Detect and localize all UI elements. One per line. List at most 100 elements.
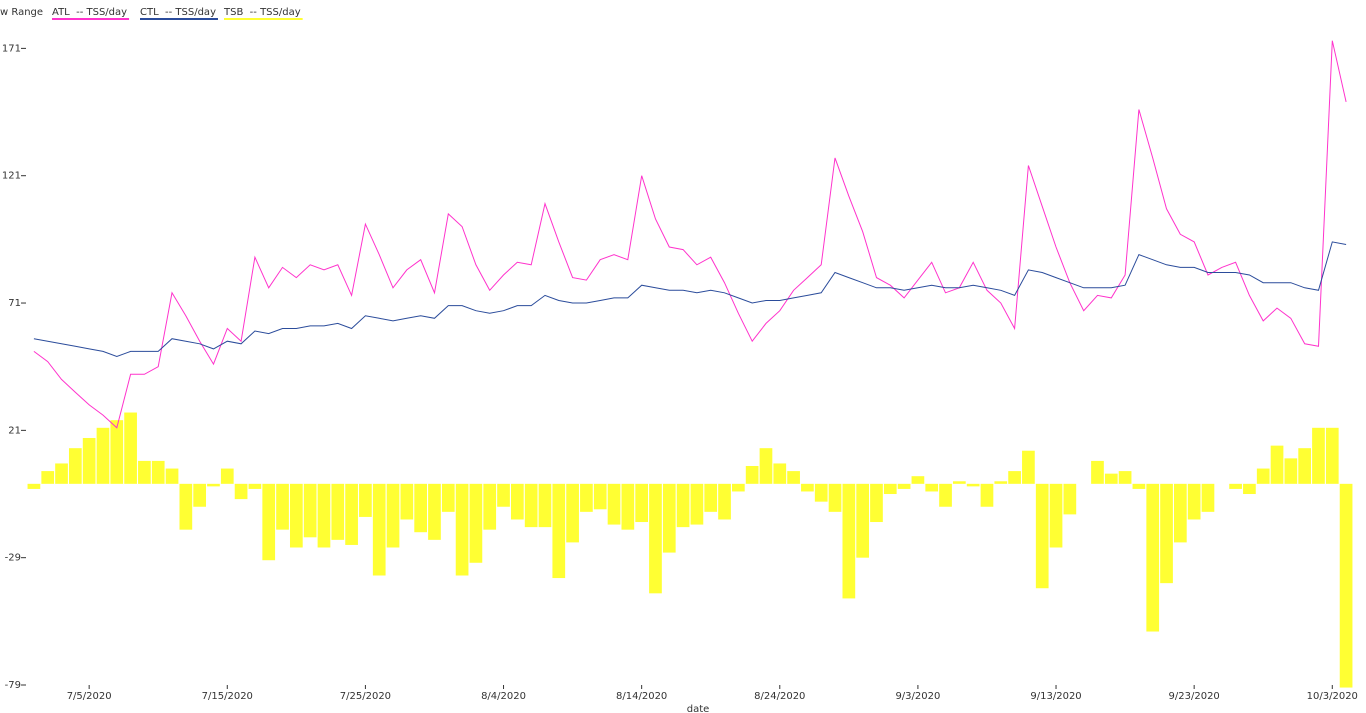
line: [33, 40, 1347, 429]
bar: [1298, 448, 1312, 484]
bar: [662, 483, 676, 553]
bar: [1035, 483, 1049, 589]
bar: [110, 420, 124, 484]
bar: [1229, 483, 1242, 489]
legend-label: ATL -- TSS/day: [52, 7, 127, 18]
x-axis-title: date: [687, 704, 710, 713]
x-tick-label: 7/5/2020: [67, 691, 112, 702]
bar: [621, 483, 635, 530]
bar: [1049, 483, 1063, 548]
bar: [124, 412, 137, 484]
x-tick-label: 8/24/2020: [754, 691, 805, 702]
legend-label: TSB -- TSS/day: [223, 7, 301, 18]
bar: [55, 463, 68, 484]
bar: [497, 483, 510, 507]
bar: [510, 483, 524, 520]
bar: [1118, 471, 1132, 484]
bar: [718, 483, 731, 520]
bar: [801, 483, 814, 492]
bar: [897, 483, 911, 489]
bar: [331, 483, 345, 540]
legend-label: CTL -- TSS/day: [140, 7, 216, 18]
bar: [676, 483, 690, 528]
x-tick-label: 8/4/2020: [481, 691, 526, 702]
bar: [165, 468, 179, 484]
bar: [856, 483, 870, 558]
bar: [925, 483, 939, 492]
bar: [1063, 483, 1077, 515]
bar: [994, 481, 1008, 484]
bar: [911, 476, 925, 484]
bar: [1201, 483, 1215, 512]
bar: [1243, 483, 1256, 495]
bar: [483, 483, 497, 530]
bar: [580, 483, 593, 512]
x-tick-label: 7/15/2020: [202, 691, 253, 702]
bar: [552, 483, 566, 579]
bar: [262, 483, 276, 561]
bar: [1339, 483, 1353, 688]
bar: [1325, 427, 1339, 484]
bar: [96, 427, 110, 484]
bar: [1256, 468, 1270, 484]
x-tick-label: 9/23/2020: [1169, 691, 1220, 702]
bar: [966, 483, 980, 487]
bar: [745, 466, 759, 484]
bar: [635, 483, 649, 523]
bar: [386, 483, 400, 548]
bar: [524, 483, 538, 528]
bar: [414, 483, 428, 533]
bar: [1132, 483, 1146, 489]
bar: [1160, 483, 1173, 584]
bar: [1187, 483, 1201, 520]
bar: [317, 483, 331, 548]
bar: [649, 483, 662, 594]
bar: [759, 448, 773, 484]
bar: [138, 460, 151, 484]
bar: [289, 483, 303, 548]
bar: [428, 483, 441, 540]
y-tick-label: -79: [5, 680, 21, 691]
x-tick-label: 9/13/2020: [1030, 691, 1081, 702]
bar: [27, 483, 41, 489]
bar: [593, 483, 607, 510]
bar: [952, 481, 966, 484]
bar: [82, 437, 96, 484]
bar: [1104, 473, 1118, 484]
bar: [828, 483, 842, 512]
bar: [939, 483, 952, 507]
bar: [400, 483, 414, 520]
bar: [538, 483, 552, 528]
bar: [469, 483, 483, 563]
bar: [1173, 483, 1187, 543]
bar: [345, 483, 358, 545]
bar: [1312, 427, 1325, 484]
bar: [1091, 460, 1104, 484]
x-tick-label: 9/3/2020: [895, 691, 940, 702]
bar: [41, 471, 55, 484]
bar: [372, 483, 386, 576]
bar: [731, 483, 745, 492]
bar: [179, 483, 193, 530]
x-tick-label: 8/14/2020: [616, 691, 667, 702]
bar: [1270, 445, 1284, 484]
bar: [1146, 483, 1160, 632]
range-label: w Range: [0, 7, 43, 18]
y-tick-label: 71: [8, 298, 21, 309]
bar: [870, 483, 883, 523]
bar: [1008, 471, 1021, 484]
bar: [276, 483, 289, 530]
bar: [607, 483, 621, 525]
bar: [1284, 458, 1298, 484]
bar: [248, 483, 262, 489]
bar: [704, 483, 718, 512]
bar: [234, 483, 248, 500]
y-tick-label: 121: [2, 171, 21, 182]
bar: [455, 483, 469, 576]
bar: [773, 463, 787, 484]
y-tick-label: -29: [5, 553, 21, 564]
bar: [68, 448, 82, 484]
bar: [787, 471, 800, 484]
